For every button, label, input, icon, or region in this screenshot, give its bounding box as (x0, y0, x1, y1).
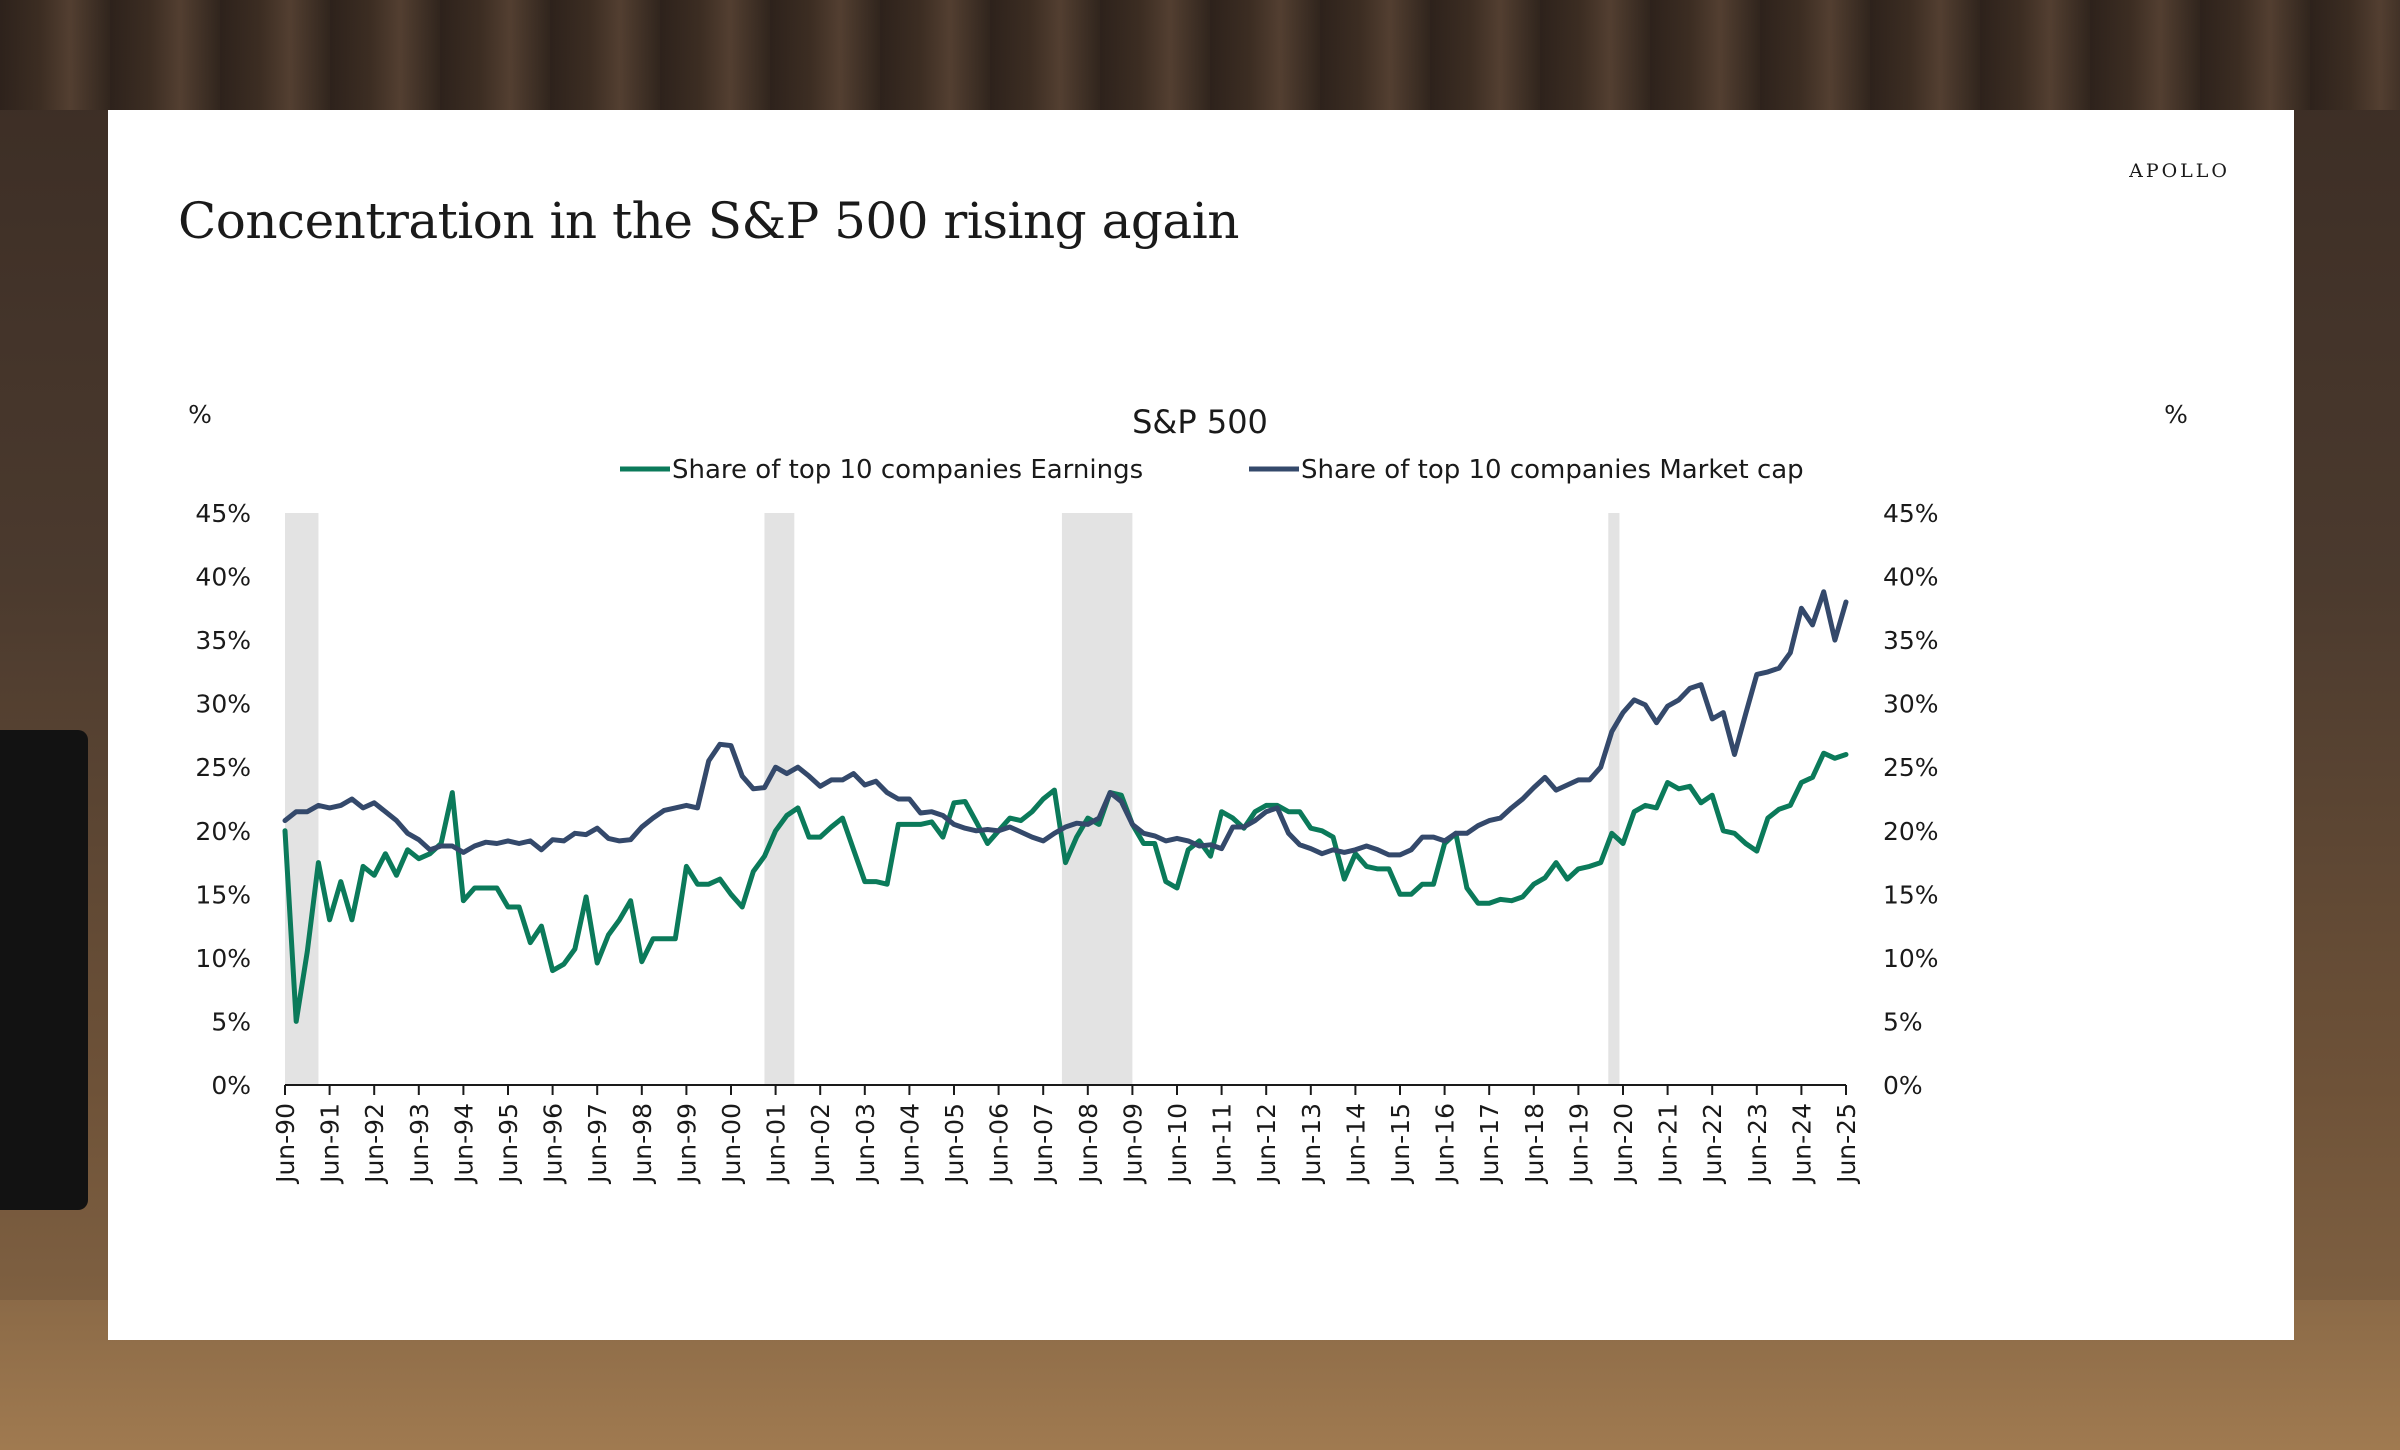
x-tick-label: Jun-03 (851, 1103, 880, 1185)
x-tick-label: Jun-02 (806, 1103, 835, 1185)
x-tick-label: Jun-15 (1386, 1103, 1415, 1185)
x-tick-label: Jun-21 (1654, 1103, 1683, 1185)
x-tick-label: Jun-10 (1163, 1103, 1192, 1185)
y-tick-label-right: 15% (1883, 880, 1939, 909)
recession-bands (285, 513, 1620, 1085)
background-bookshelf (0, 0, 2400, 110)
y-tick-label-right: 40% (1883, 563, 1939, 592)
x-tick-label: Jun-91 (316, 1103, 345, 1185)
x-tick-label: Jun-95 (494, 1103, 523, 1185)
market-cap-series-line (282, 589, 1849, 858)
background-monitor (0, 730, 88, 1210)
x-tick-label: Jun-25 (1832, 1103, 1861, 1185)
x-tick-label: Jun-97 (583, 1103, 612, 1185)
series-lines (282, 589, 1849, 1024)
earnings-series-line (282, 750, 1849, 1024)
brand-logo: APOLLO (2129, 160, 2230, 182)
x-tick-label: Jun-18 (1520, 1103, 1549, 1185)
chart-legend: Share of top 10 companies Earnings Share … (620, 455, 1804, 485)
x-tick-label: Jun-04 (895, 1103, 924, 1185)
chart-slide: APOLLO Concentration in the S&P 500 risi… (108, 110, 2294, 1340)
y-tick-label-left: 0% (211, 1071, 251, 1100)
x-axis: Jun-90 Jun-91 Jun-92 Jun-93 Jun-94 Jun-95 Jun-… (271, 1084, 1861, 1185)
x-tick-label: Jun-07 (1029, 1103, 1058, 1185)
x-tick-label: Jun-96 (539, 1103, 568, 1185)
y-tick-label-left: 5% (211, 1007, 251, 1036)
y-tick-label-right: 0% (1883, 1071, 1923, 1100)
x-tick-label: Jun-17 (1475, 1103, 1504, 1185)
x-tick-label: Jun-93 (405, 1103, 434, 1185)
x-tick-label: Jun-19 (1564, 1103, 1593, 1185)
x-tick-label: Jun-99 (672, 1103, 701, 1185)
y-tick-label-right: 25% (1883, 753, 1939, 782)
x-tick-label: Jun-92 (360, 1103, 389, 1185)
x-tick-label: Jun-98 (628, 1103, 657, 1185)
y-tick-label-left: 45% (195, 499, 251, 528)
y-axis-unit-right: % (2164, 400, 2188, 429)
chart-title: S&P 500 (1132, 403, 1268, 441)
x-tick-label: Jun-11 (1208, 1103, 1237, 1185)
x-tick-label: Jun-09 (1118, 1103, 1147, 1185)
recession-band (1608, 513, 1620, 1085)
y-tick-label-right: 5% (1883, 1007, 1923, 1036)
x-tick-label: Jun-94 (449, 1103, 478, 1185)
y-tick-label-left: 25% (195, 753, 251, 782)
y-axis-right: 0% 5% 10% 15% 20% 25% 30% 35% 40% 45% (1883, 499, 1939, 1100)
y-tick-label-left: 15% (195, 880, 251, 909)
x-tick-label: Jun-06 (985, 1103, 1014, 1185)
x-tick-label: Jun-01 (762, 1103, 791, 1185)
slide-headline: Concentration in the S&P 500 rising agai… (178, 192, 1239, 250)
recession-band (764, 513, 795, 1085)
x-tick-label: Jun-14 (1341, 1103, 1370, 1185)
x-tick-label: Jun-90 (271, 1103, 300, 1185)
y-tick-label-right: 10% (1883, 944, 1939, 973)
x-tick-label: Jun-16 (1431, 1103, 1460, 1185)
x-tick-label: Jun-13 (1297, 1103, 1326, 1185)
y-tick-label-left: 20% (195, 817, 251, 846)
x-tick-label: Jun-24 (1787, 1103, 1816, 1185)
y-axis-unit-left: % (188, 400, 212, 429)
y-tick-label-right: 30% (1883, 690, 1939, 719)
y-axis-left: 0% 5% 10% 15% 20% 25% 30% 35% 40% 45% (195, 499, 251, 1100)
legend-label: Share of top 10 companies Earnings (672, 455, 1143, 485)
legend-label: Share of top 10 companies Market cap (1301, 455, 1804, 485)
y-tick-label-right: 20% (1883, 817, 1939, 846)
y-tick-label-right: 35% (1883, 626, 1939, 655)
x-tick-label: Jun-23 (1743, 1103, 1772, 1185)
y-tick-label-left: 30% (195, 690, 251, 719)
y-tick-label-right: 45% (1883, 499, 1939, 528)
x-tick-label: Jun-22 (1698, 1103, 1727, 1185)
x-tick-label: Jun-00 (717, 1103, 746, 1185)
x-tick-label: Jun-12 (1252, 1103, 1281, 1185)
x-tick-label: Jun-05 (940, 1103, 969, 1185)
line-chart: S&P 500 % % Share of top 10 companies Ea… (188, 400, 2188, 1185)
x-tick-label: Jun-08 (1074, 1103, 1103, 1185)
y-tick-label-left: 35% (195, 626, 251, 655)
y-tick-label-left: 40% (195, 563, 251, 592)
y-tick-label-left: 10% (195, 944, 251, 973)
x-tick-label: Jun-20 (1609, 1103, 1638, 1185)
